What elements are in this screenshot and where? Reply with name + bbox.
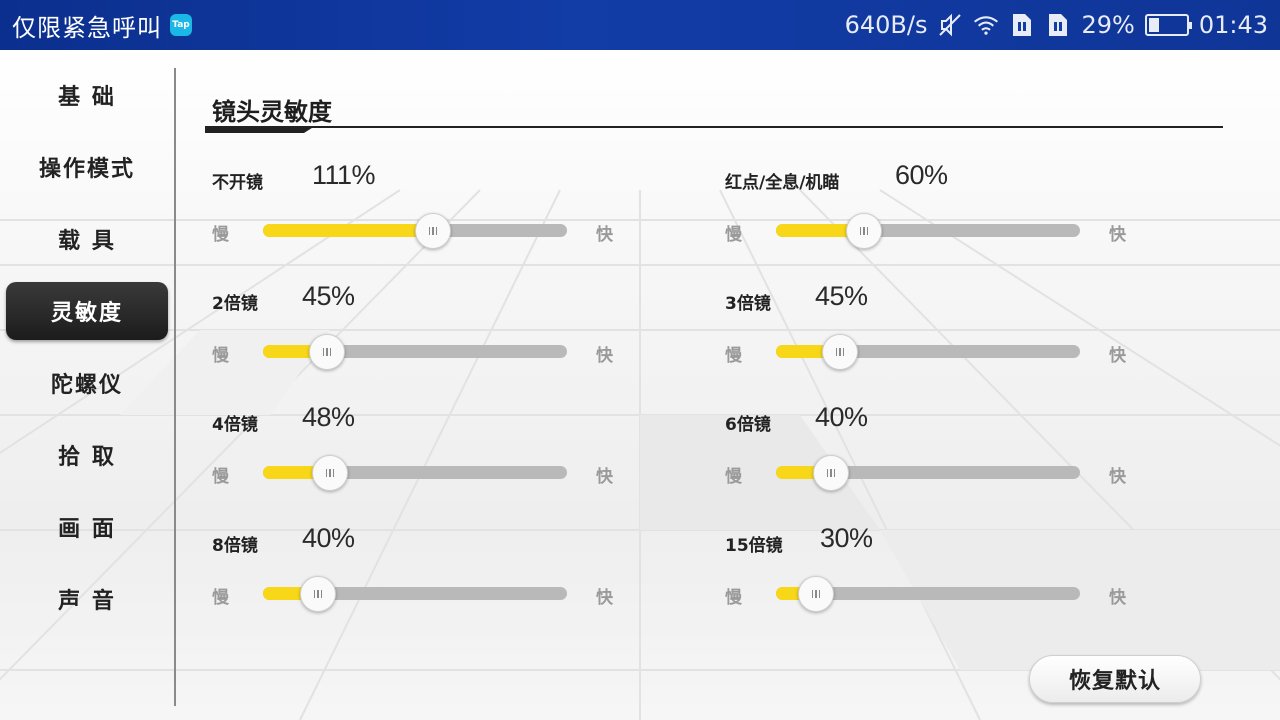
setting-8x-scope: 8倍镜 40% 慢 快	[212, 523, 632, 641]
slider-thumb[interactable]	[312, 455, 348, 491]
slow-label: 慢	[212, 346, 229, 366]
setting-6x-scope: 6倍镜 40% 慢 快	[725, 402, 1145, 520]
setting-value: 45%	[815, 281, 868, 311]
slow-label: 慢	[212, 467, 229, 487]
setting-label: 15倍镜	[725, 536, 783, 556]
setting-15x-scope: 15倍镜 30% 慢 快	[725, 523, 1145, 641]
sidebar-divider	[174, 68, 176, 706]
slider-thumb[interactable]	[415, 213, 451, 249]
fast-label: 快	[1109, 588, 1126, 608]
grip-icon	[325, 469, 335, 477]
setting-value: 111%	[312, 160, 376, 190]
slow-label: 慢	[212, 225, 229, 245]
slow-label: 慢	[725, 225, 742, 245]
setting-label: 6倍镜	[725, 415, 771, 435]
grip-icon	[826, 469, 836, 477]
sensitivity-slider[interactable]	[776, 213, 1080, 249]
setting-label: 红点/全息/机瞄	[725, 173, 840, 193]
slider-fill	[776, 224, 864, 237]
setting-label: 3倍镜	[725, 294, 771, 314]
sidebar-item-gyroscope[interactable]: 陀螺仪	[50, 373, 123, 398]
grip-icon	[313, 590, 323, 598]
fast-label: 快	[596, 225, 613, 245]
sensitivity-slider[interactable]	[263, 334, 567, 370]
fast-label: 快	[1109, 225, 1126, 245]
setting-label: 2倍镜	[212, 294, 258, 314]
setting-label: 8倍镜	[212, 536, 258, 556]
setting-4x-scope: 4倍镜 48% 慢 快	[212, 402, 632, 520]
sensitivity-slider[interactable]	[776, 576, 1080, 612]
setting-no-scope: 不开镜 111% 慢 快	[212, 160, 632, 278]
sidebar-item-control-mode[interactable]: 操作模式	[38, 157, 135, 182]
sidebar-item-basic[interactable]: 基 础	[58, 85, 116, 110]
section-title: 镜头灵敏度	[212, 98, 332, 126]
slider-thumb[interactable]	[300, 576, 336, 612]
grip-icon	[835, 348, 845, 356]
sensitivity-slider[interactable]	[263, 455, 567, 491]
setting-value: 40%	[815, 402, 868, 432]
setting-label: 4倍镜	[212, 415, 258, 435]
setting-2x-scope: 2倍镜 45% 慢 快	[212, 281, 632, 399]
battery-percent: 29%	[1081, 11, 1135, 39]
setting-red-dot: 红点/全息/机瞄 60% 慢 快	[725, 160, 1145, 278]
setting-value: 48%	[302, 402, 355, 432]
sidebar-item-sensitivity[interactable]: 灵敏度	[6, 282, 168, 340]
sensitivity-slider[interactable]	[776, 334, 1080, 370]
slider-thumb[interactable]	[813, 455, 849, 491]
grip-icon	[859, 227, 869, 235]
net-speed: 640B/s	[844, 11, 928, 39]
taptap-icon: Tap	[170, 14, 192, 36]
section-underline	[205, 126, 1223, 128]
setting-label: 不开镜	[212, 173, 263, 193]
sidebar-item-sound[interactable]: 声 音	[58, 589, 116, 614]
wifi-icon	[973, 12, 999, 38]
sidebar-item-vehicle[interactable]: 载 具	[58, 229, 116, 254]
slider-thumb[interactable]	[822, 334, 858, 370]
sim1-icon	[1009, 12, 1035, 38]
sensitivity-slider[interactable]	[263, 576, 567, 612]
sidebar-item-pickup[interactable]: 拾 取	[58, 445, 116, 470]
grip-icon	[428, 227, 438, 235]
slider-thumb[interactable]	[309, 334, 345, 370]
background-floor	[0, 50, 1280, 720]
slider-fill	[263, 224, 433, 237]
sensitivity-slider[interactable]	[776, 455, 1080, 491]
slow-label: 慢	[212, 588, 229, 608]
fast-label: 快	[596, 467, 613, 487]
setting-value: 60%	[895, 160, 948, 190]
sim2-icon	[1045, 12, 1071, 38]
slow-label: 慢	[725, 467, 742, 487]
fast-label: 快	[596, 588, 613, 608]
status-bar: 仅限紧急呼叫 Tap 640B/s 29% 01:43	[0, 0, 1280, 50]
slider-thumb[interactable]	[798, 576, 834, 612]
setting-3x-scope: 3倍镜 45% 慢 快	[725, 281, 1145, 399]
slow-label: 慢	[725, 346, 742, 366]
sidebar-item-graphics[interactable]: 画 面	[58, 517, 116, 542]
section-underline-accent	[205, 126, 315, 133]
carrier-status-text: 仅限紧急呼叫	[12, 13, 162, 42]
grip-icon	[322, 348, 332, 356]
clock: 01:43	[1198, 11, 1268, 39]
fast-label: 快	[596, 346, 613, 366]
reset-default-button[interactable]: 恢复默认	[1029, 655, 1201, 703]
slider-thumb[interactable]	[846, 213, 882, 249]
grip-icon	[811, 590, 821, 598]
setting-value: 30%	[820, 523, 873, 553]
fast-label: 快	[1109, 346, 1126, 366]
slow-label: 慢	[725, 588, 742, 608]
sensitivity-slider[interactable]	[263, 213, 567, 249]
setting-value: 45%	[302, 281, 355, 311]
mute-icon	[937, 12, 963, 38]
setting-value: 40%	[302, 523, 355, 553]
fast-label: 快	[1109, 467, 1126, 487]
battery-icon	[1144, 14, 1192, 36]
